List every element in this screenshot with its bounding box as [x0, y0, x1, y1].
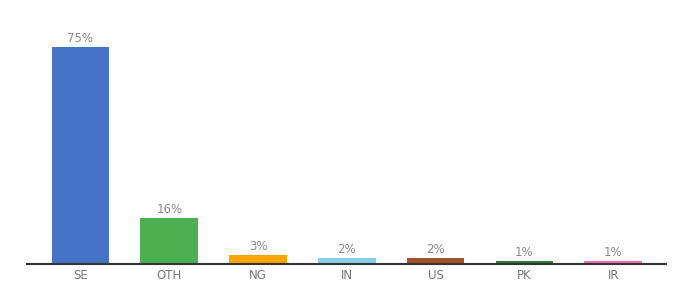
Text: 2%: 2%: [337, 243, 356, 256]
Text: 75%: 75%: [67, 32, 93, 45]
Bar: [140, 218, 198, 264]
Text: 1%: 1%: [604, 246, 622, 259]
Bar: [318, 258, 375, 264]
Bar: [229, 255, 287, 264]
Text: 1%: 1%: [515, 246, 534, 259]
Bar: [407, 258, 464, 264]
Text: 3%: 3%: [249, 240, 267, 253]
Bar: [496, 261, 554, 264]
Text: 2%: 2%: [426, 243, 445, 256]
Bar: [52, 47, 109, 264]
Bar: [584, 261, 642, 264]
Text: 16%: 16%: [156, 203, 182, 216]
